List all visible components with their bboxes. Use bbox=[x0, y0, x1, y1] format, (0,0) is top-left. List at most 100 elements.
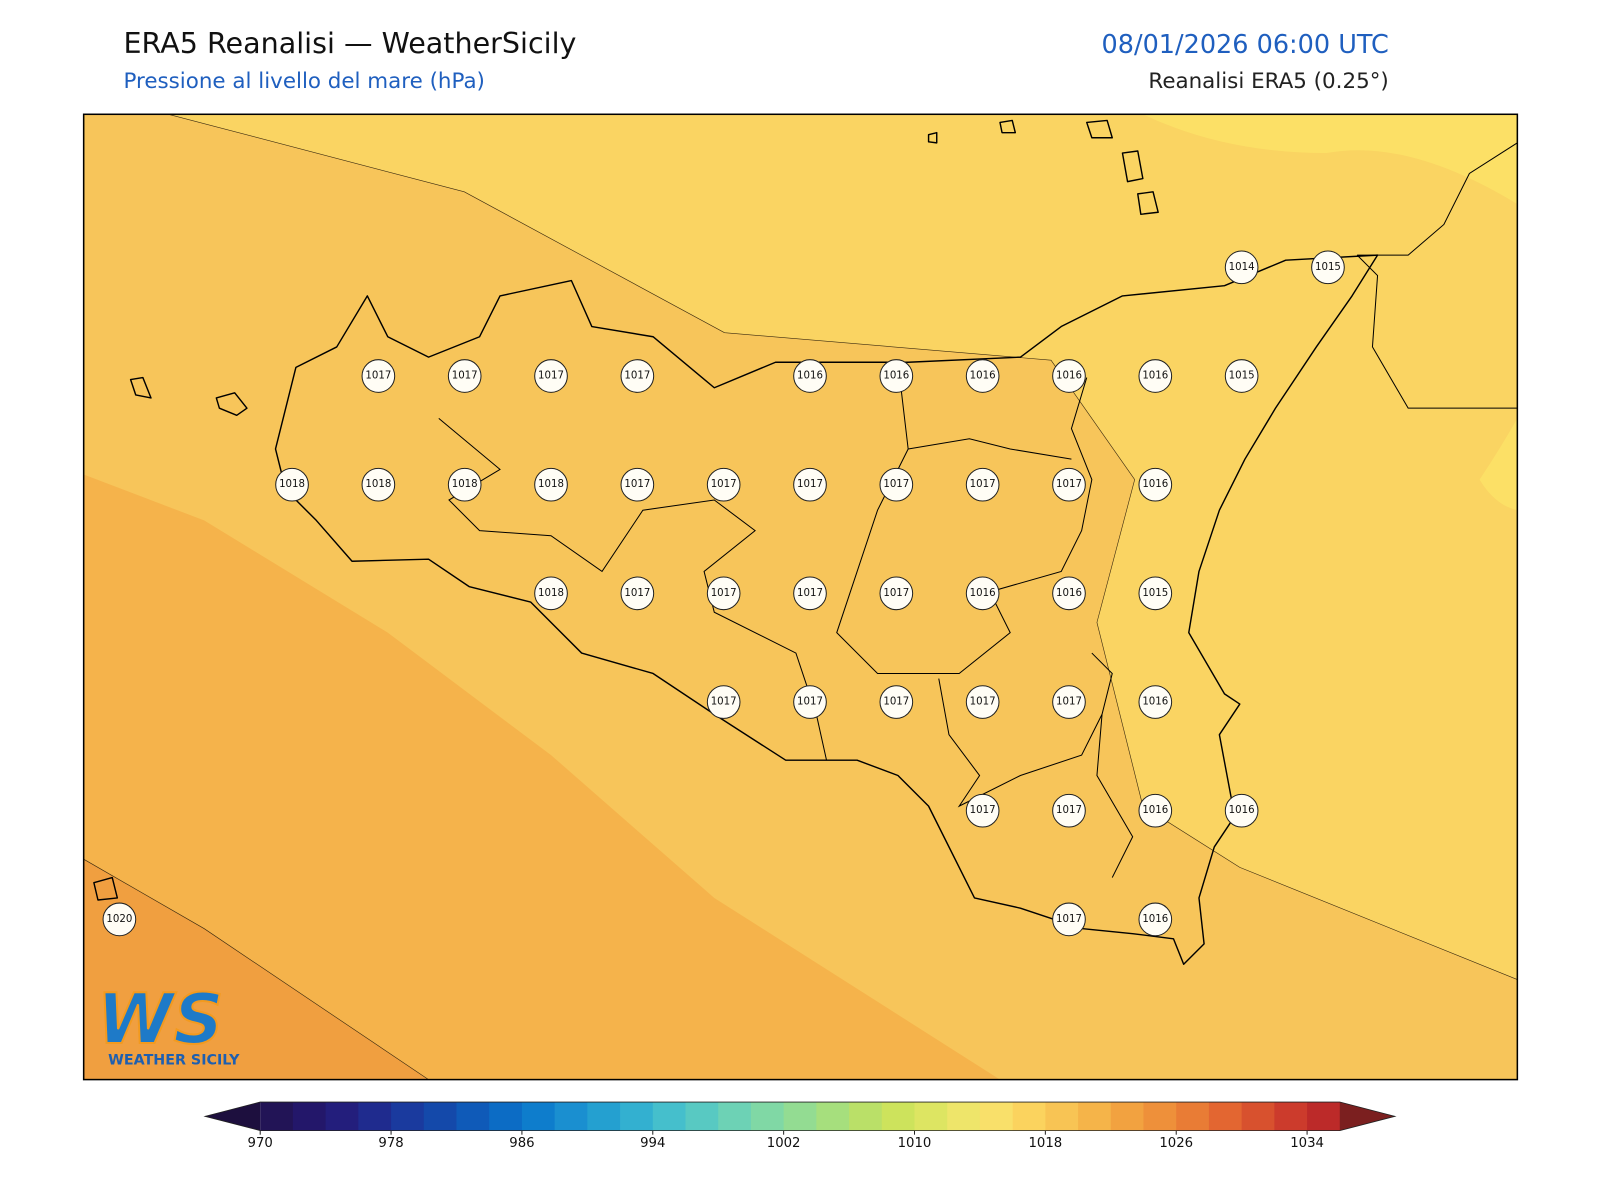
station: 1017 bbox=[879, 467, 914, 502]
station: 1018 bbox=[361, 467, 396, 502]
station-value: 1017 bbox=[970, 479, 996, 490]
source: Reanalisi ERA5 (0.25°) bbox=[1148, 69, 1388, 94]
station-value: 1017 bbox=[1056, 805, 1082, 816]
colorbar-segment bbox=[914, 1102, 948, 1131]
colorbar-segment bbox=[979, 1102, 1014, 1131]
station-marker bbox=[965, 685, 1000, 719]
colorbar-under bbox=[205, 1102, 261, 1131]
station-marker bbox=[965, 467, 1000, 502]
station: 1017 bbox=[793, 576, 827, 611]
colorbar-segment bbox=[652, 1102, 687, 1131]
map-frame bbox=[82, 113, 1519, 1081]
colorbar-segment bbox=[1012, 1102, 1046, 1131]
station: 1017 bbox=[620, 576, 655, 611]
station: 1017 bbox=[1052, 793, 1086, 828]
station: 1018 bbox=[534, 576, 568, 611]
station: 1016 bbox=[965, 576, 1000, 611]
logo-text: WEATHER SICILY bbox=[108, 1052, 240, 1068]
station-value: 1016 bbox=[1142, 697, 1168, 708]
station-marker bbox=[1052, 793, 1086, 828]
map-fill bbox=[83, 114, 1518, 1080]
station: 1016 bbox=[1052, 359, 1086, 393]
colorbar-segment bbox=[1110, 1102, 1145, 1131]
station: 1017 bbox=[1052, 685, 1086, 719]
station-value: 1015 bbox=[1315, 262, 1341, 273]
colorbar-tick-label: 978 bbox=[378, 1136, 403, 1151]
station-value: 1016 bbox=[1142, 805, 1168, 816]
station-marker bbox=[879, 576, 914, 611]
station-value: 1017 bbox=[1056, 914, 1082, 925]
station: 1018 bbox=[447, 467, 482, 502]
colorbar-tick-label: 1002 bbox=[767, 1136, 801, 1151]
station-value: 1017 bbox=[1056, 697, 1082, 708]
station: 1016 bbox=[1224, 793, 1259, 828]
colorbar-tick-label: 986 bbox=[509, 1136, 534, 1151]
station-value: 1017 bbox=[711, 479, 737, 490]
station-value: 1017 bbox=[452, 371, 478, 382]
colorbar-tick-label: 994 bbox=[640, 1136, 665, 1151]
colorbar-tick-label: 1018 bbox=[1028, 1136, 1062, 1151]
station-value: 1018 bbox=[279, 479, 305, 490]
station-marker bbox=[965, 793, 1000, 828]
station-value: 1015 bbox=[1142, 588, 1168, 599]
colorbar-segment bbox=[750, 1102, 785, 1131]
station-value: 1017 bbox=[797, 588, 823, 599]
station-value: 1018 bbox=[538, 479, 564, 490]
station-marker bbox=[102, 902, 137, 937]
station-marker bbox=[793, 359, 827, 393]
station: 1020 bbox=[102, 902, 137, 937]
colorbar-segment bbox=[783, 1102, 817, 1131]
station: 1018 bbox=[275, 467, 309, 502]
station-marker bbox=[793, 576, 827, 611]
station-value: 1016 bbox=[1229, 805, 1255, 816]
station: 1016 bbox=[1138, 685, 1173, 719]
station-marker bbox=[965, 359, 1000, 393]
station-marker bbox=[1138, 685, 1173, 719]
station-value: 1016 bbox=[883, 371, 909, 382]
station-value: 1017 bbox=[538, 371, 564, 382]
station-value: 1017 bbox=[797, 697, 823, 708]
colorbar-segment bbox=[947, 1102, 981, 1131]
colorbar-segment bbox=[718, 1102, 752, 1131]
station-value: 1017 bbox=[711, 697, 737, 708]
colorbar-segment bbox=[849, 1102, 883, 1131]
station-marker bbox=[879, 359, 914, 393]
colorbar-segment bbox=[489, 1102, 523, 1131]
station: 1017 bbox=[706, 467, 741, 502]
colorbar-segment bbox=[1176, 1102, 1210, 1131]
station-value: 1016 bbox=[970, 588, 996, 599]
station-marker bbox=[706, 467, 741, 502]
station-value: 1017 bbox=[624, 479, 650, 490]
colorbar-tick-label: 1010 bbox=[898, 1136, 932, 1151]
colorbar-segment bbox=[456, 1102, 490, 1131]
station-value: 1017 bbox=[711, 588, 737, 599]
station-marker bbox=[879, 467, 914, 502]
colorbar-outline bbox=[203, 1101, 1397, 1132]
station-value: 1016 bbox=[1142, 479, 1168, 490]
station-marker bbox=[534, 359, 568, 393]
station: 1017 bbox=[620, 359, 655, 393]
colorbar-segment bbox=[1078, 1102, 1112, 1131]
station-marker bbox=[1138, 793, 1173, 828]
station-marker bbox=[1138, 467, 1173, 502]
station-marker bbox=[534, 576, 568, 611]
station: 1017 bbox=[879, 685, 914, 719]
station-value: 1016 bbox=[1056, 588, 1082, 599]
station: 1017 bbox=[706, 685, 741, 719]
station-value: 1018 bbox=[538, 588, 564, 599]
station: 1017 bbox=[620, 467, 655, 502]
station-marker bbox=[1138, 576, 1173, 611]
station-marker bbox=[1052, 902, 1086, 937]
colorbar-segment bbox=[391, 1102, 425, 1131]
station-marker bbox=[793, 467, 827, 502]
station-marker bbox=[361, 467, 396, 502]
station-marker bbox=[1138, 359, 1173, 393]
station-marker bbox=[1311, 250, 1345, 285]
subtitle: Pressione al livello del mare (hPa) bbox=[123, 69, 484, 94]
station-value: 1017 bbox=[624, 588, 650, 599]
station-marker bbox=[706, 576, 741, 611]
station-value: 1017 bbox=[797, 479, 823, 490]
station-marker bbox=[1224, 250, 1259, 285]
